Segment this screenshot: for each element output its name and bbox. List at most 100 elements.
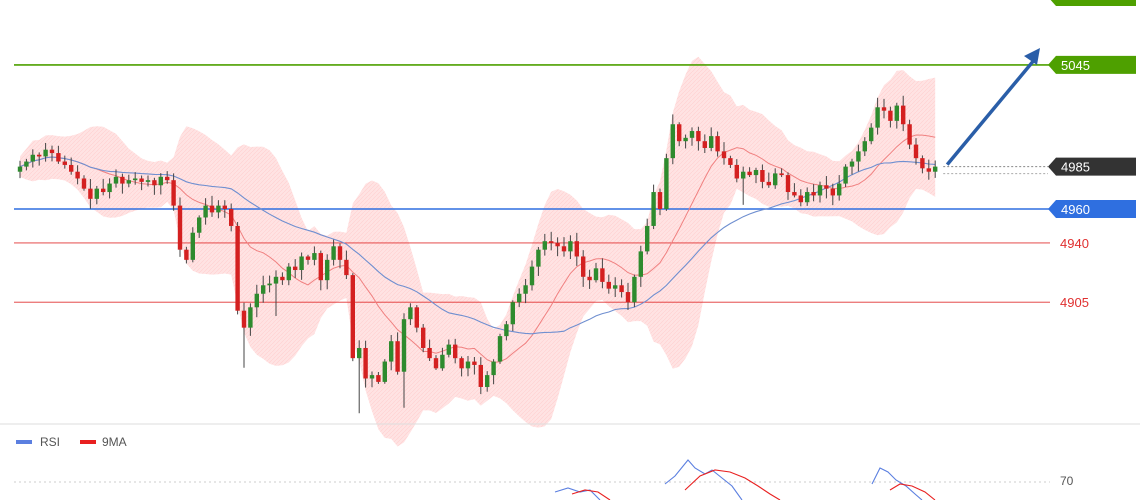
candle (817, 181, 823, 203)
candle (337, 243, 343, 269)
candle (766, 172, 771, 188)
level-5045-tag: 5045 (1048, 55, 1136, 74)
candle (382, 359, 387, 384)
rsi-legend: RSI 9MA (16, 435, 127, 449)
candle (43, 142, 48, 162)
candle-body (677, 124, 682, 142)
candle-body (561, 246, 567, 252)
candle (638, 245, 643, 287)
candle (894, 102, 899, 129)
candle-body (632, 276, 637, 303)
candle (478, 357, 483, 395)
candle (344, 250, 349, 280)
level-4960-tag-label: 4960 (1061, 202, 1090, 217)
candle-body (235, 225, 240, 311)
candle-body (638, 251, 643, 277)
candle (133, 172, 138, 185)
candle (267, 275, 272, 293)
candle (56, 145, 61, 164)
ma-legend-label: 9MA (102, 435, 127, 449)
candle-body (664, 158, 669, 209)
candle-body (286, 266, 291, 281)
candle-body (657, 192, 663, 209)
candle (683, 134, 688, 149)
candle (625, 282, 631, 311)
candle (312, 246, 317, 266)
candle (152, 177, 157, 195)
candle (241, 302, 247, 368)
candle-body (760, 170, 765, 182)
candle (709, 127, 714, 152)
level-4985-tag-label: 4985 (1061, 160, 1090, 175)
candle-body (17, 166, 23, 172)
candle (408, 303, 413, 326)
candle-body (318, 253, 323, 281)
candle-body (805, 192, 810, 203)
candle (753, 167, 759, 184)
candle (17, 160, 23, 179)
candle (389, 334, 394, 371)
candle (574, 232, 579, 266)
candle-body (369, 375, 375, 379)
candle (197, 215, 202, 238)
candle (305, 254, 311, 265)
candle (517, 288, 522, 308)
candle-body (382, 361, 387, 382)
candle-body (446, 344, 451, 355)
candle-body (926, 168, 931, 172)
candle (248, 303, 253, 336)
candle (881, 98, 887, 119)
candle (37, 152, 42, 166)
candle (331, 239, 336, 266)
candle (651, 184, 656, 230)
candle-body (62, 161, 67, 165)
candle-body (753, 170, 759, 176)
candle-body (37, 154, 42, 157)
candle-body (766, 181, 771, 186)
candle-body (273, 276, 279, 284)
candle (421, 324, 426, 353)
candle (113, 169, 119, 188)
candle-body (427, 347, 432, 359)
rsi-lines (554, 459, 936, 500)
candle-body (894, 105, 899, 121)
candle-body (408, 307, 413, 320)
candle (862, 137, 867, 157)
candle (875, 97, 880, 135)
candle (510, 300, 515, 332)
candle-body (568, 241, 573, 252)
rsi-ma-line (571, 469, 936, 500)
candle-body (280, 276, 285, 281)
candle (645, 218, 650, 255)
rsi-legend-label: RSI (40, 435, 60, 449)
candle-body (843, 166, 848, 184)
candle (529, 260, 535, 291)
candle (94, 185, 99, 205)
candle-body (862, 141, 867, 152)
candle-body (747, 171, 752, 176)
candle-body (555, 242, 560, 247)
candle-body (517, 293, 522, 303)
candle (830, 183, 835, 206)
candle (542, 233, 547, 256)
candle-body (542, 241, 547, 250)
candle (139, 175, 144, 191)
candle (760, 164, 765, 189)
candle-body (581, 256, 586, 277)
candle-body (773, 173, 778, 186)
candle-body (312, 253, 317, 260)
candle (619, 279, 624, 298)
candle-body (88, 188, 93, 199)
candle (293, 259, 298, 278)
candle (805, 187, 810, 206)
candle (261, 275, 266, 303)
candle-body (696, 131, 701, 142)
candle (785, 172, 791, 200)
candle-body (171, 180, 176, 206)
candle-body (254, 293, 259, 308)
candle (504, 320, 509, 341)
candle (849, 158, 855, 175)
candle-body (798, 195, 803, 203)
candle (158, 173, 163, 195)
